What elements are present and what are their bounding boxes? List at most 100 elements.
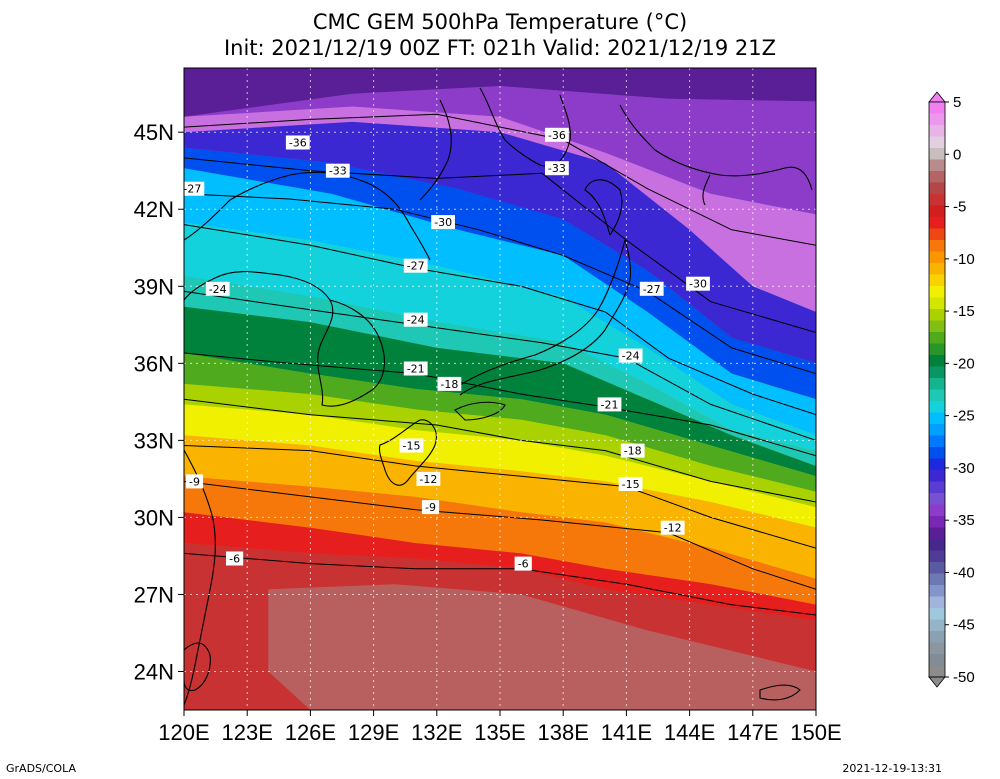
colorbar-swatch <box>929 516 945 528</box>
temperature-band <box>184 222 816 451</box>
contour-label: -15 <box>618 477 643 491</box>
software-credit: GrADS/COLA <box>6 762 76 775</box>
contour-label: -6 <box>514 556 532 571</box>
contour-label: -30 <box>431 215 455 230</box>
colorbar-label: -5 <box>953 199 966 216</box>
colorbar-top-arrow <box>928 91 946 103</box>
contour-label: -36 <box>285 135 310 150</box>
isotherm <box>184 480 816 590</box>
colorbar-label: -25 <box>953 408 975 425</box>
colorbar <box>928 91 946 688</box>
colorbar-swatch <box>929 424 945 436</box>
map-subtitle: Init: 2021/12/19 00Z FT: 021h Valid: 202… <box>223 36 777 60</box>
colorbar-swatch <box>929 102 945 114</box>
svg-text:-18: -18 <box>624 445 642 458</box>
colorbar-swatch <box>929 274 945 287</box>
colorbar-swatch <box>929 297 945 310</box>
contour-label: -27 <box>183 181 205 196</box>
colorbar-swatch <box>929 631 945 643</box>
latitude-labels: 45N 42N 39N 36N 33N 30N 27N 24N <box>134 120 174 684</box>
temperature-band <box>184 68 816 117</box>
colorbar-label: 5 <box>953 94 961 111</box>
temperature-band <box>184 86 816 215</box>
lon-label: 129E <box>348 720 399 745</box>
contour-label: -6 <box>226 551 244 566</box>
contour-label: -21 <box>597 397 622 412</box>
lat-label: 36N <box>134 351 174 376</box>
contour-label: -12 <box>660 520 685 535</box>
temperature-band <box>184 353 816 492</box>
colorbar-swatch <box>929 619 945 632</box>
lon-label: 135E <box>474 720 525 745</box>
colorbar-swatch <box>929 355 945 367</box>
temperature-band <box>184 276 816 466</box>
svg-text:-24: -24 <box>622 350 640 363</box>
svg-text:-21: -21 <box>407 363 425 376</box>
colorbar-swatch <box>929 263 945 275</box>
isotherm <box>184 224 816 416</box>
contour-label: -12 <box>416 471 441 486</box>
graticule <box>184 68 816 710</box>
contour-label: -18 <box>620 443 645 458</box>
colorbar-label: -45 <box>953 617 975 634</box>
isotherm <box>184 193 816 375</box>
contour-label: -21 <box>403 361 428 376</box>
colorbar-swatch <box>929 527 945 540</box>
generated-timestamp: 2021-12-19-13:31 <box>842 762 942 775</box>
lon-label: 147E <box>727 720 778 745</box>
colorbar-swatch <box>929 320 945 333</box>
lat-label: 45N <box>134 120 174 145</box>
lat-label: 24N <box>134 660 174 685</box>
contour-label: -27 <box>639 281 664 296</box>
lat-label: 33N <box>134 428 174 453</box>
contour-label: -30 <box>686 276 710 291</box>
svg-text:-21: -21 <box>601 398 619 411</box>
colorbar-swatch <box>929 608 945 620</box>
colorbar-swatch <box>929 435 945 448</box>
colorbar-swatch <box>929 504 945 517</box>
colorbar-swatch <box>929 309 945 321</box>
contour-label: -24 <box>618 348 643 363</box>
colorbar-swatch <box>929 389 945 402</box>
svg-text:-6: -6 <box>229 553 240 566</box>
isotherm <box>184 290 816 441</box>
contour-labels: -36 -36 -33 -33 -27 -30 -27 -30 -27 -24 -24 -24 -21 -… <box>183 127 710 571</box>
colorbar-swatch <box>929 642 945 655</box>
lon-label: 144E <box>664 720 715 745</box>
contour-label: -15 <box>399 438 424 453</box>
svg-text:-27: -27 <box>183 183 201 196</box>
svg-text:-15: -15 <box>403 440 421 453</box>
contour-label: -24 <box>205 281 230 296</box>
colorbar-swatch <box>929 596 945 609</box>
contour-label: -9 <box>421 500 440 515</box>
svg-text:-33: -33 <box>548 162 566 175</box>
colorbar-swatch <box>929 366 945 379</box>
contour-label: -36 <box>545 127 569 142</box>
colorbar-label: -50 <box>953 669 975 686</box>
colorbar-swatch <box>929 217 945 229</box>
temperature-band <box>184 383 816 508</box>
svg-text:-12: -12 <box>419 473 437 486</box>
svg-text:-24: -24 <box>209 283 227 296</box>
lat-label: 42N <box>134 197 174 222</box>
lat-label: 27N <box>134 582 174 607</box>
svg-text:-33: -33 <box>329 165 347 178</box>
colorbar-swatch <box>929 481 945 494</box>
svg-text:-30: -30 <box>689 278 707 291</box>
svg-text:-24: -24 <box>407 314 425 327</box>
svg-text:-6: -6 <box>518 558 529 571</box>
colorbar-swatch <box>929 194 945 206</box>
colorbar-swatch <box>929 286 945 298</box>
colorbar-swatch <box>929 585 945 597</box>
map-title: CMC GEM 500hPa Temperature (°C) <box>312 10 688 34</box>
svg-text:-9: -9 <box>425 501 436 514</box>
colorbar-swatch <box>929 550 945 563</box>
lon-label: 132E <box>411 720 462 745</box>
colorbar-swatch <box>929 228 945 241</box>
svg-text:-15: -15 <box>622 478 640 491</box>
temperature-band <box>184 168 816 436</box>
colorbar-swatch <box>929 332 945 344</box>
colorbar-swatch <box>929 378 945 390</box>
lon-label: 138E <box>538 720 589 745</box>
colorbar-label: -35 <box>953 512 975 529</box>
